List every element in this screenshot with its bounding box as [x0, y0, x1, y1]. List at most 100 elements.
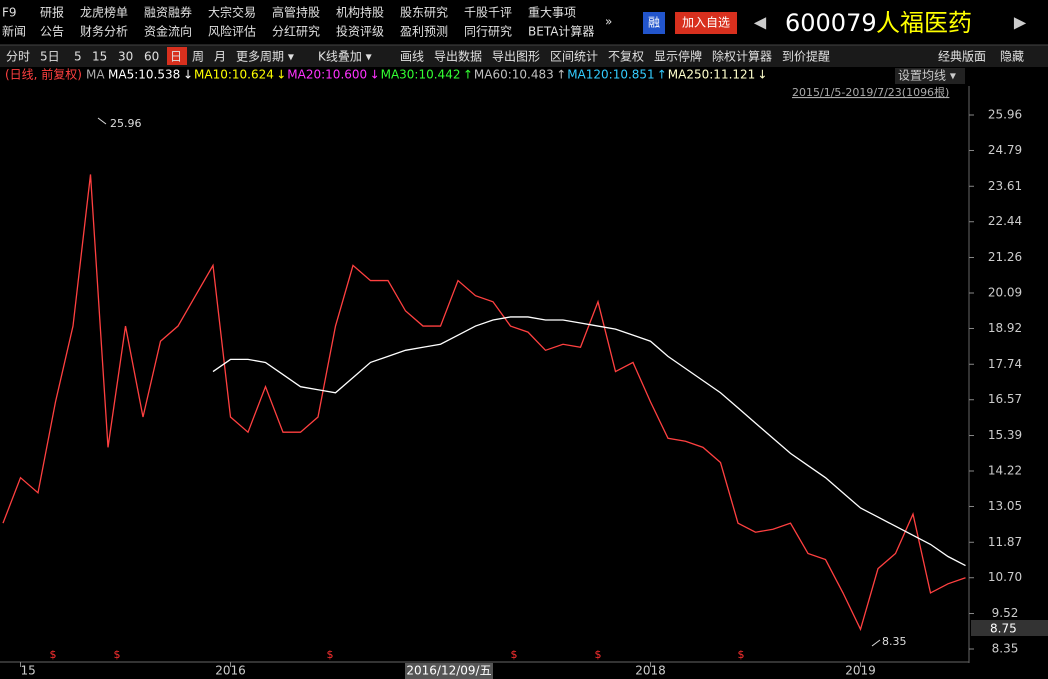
- tab[interactable]: 不复权: [608, 50, 644, 64]
- tab[interactable]: 画线: [400, 50, 424, 64]
- menu-item[interactable]: 盈利预测: [400, 25, 448, 39]
- margin-badge-bg: [643, 12, 665, 34]
- y-tick-label: 10.70: [988, 570, 1022, 584]
- y-tick-label: 20.09: [988, 286, 1022, 300]
- prev-stock[interactable]: ◀: [754, 13, 767, 32]
- ma-arrow: ↑: [556, 68, 566, 82]
- ma-arrow: ↓: [370, 68, 380, 82]
- y-tick-label: 9.52: [992, 606, 1019, 620]
- menu-item[interactable]: 研报: [40, 5, 64, 20]
- tab[interactable]: 5日: [40, 50, 60, 64]
- ma-label: MA: [86, 68, 105, 82]
- menu-item[interactable]: 龙虎榜单: [80, 5, 128, 20]
- menu-item[interactable]: 高管持股: [272, 5, 320, 20]
- tab[interactable]: 导出数据: [434, 49, 482, 64]
- y-tick-label: 22.44: [988, 214, 1022, 228]
- ma-value: MA60:10.483: [474, 68, 554, 82]
- tab[interactable]: 15: [92, 50, 107, 64]
- tab[interactable]: 60: [144, 50, 159, 64]
- ma-settings[interactable]: 设置均线 ▾: [898, 69, 956, 83]
- stock-name: 人福医药: [876, 9, 972, 37]
- tab[interactable]: 导出图形: [492, 50, 540, 64]
- y-tick-label: 13.05: [988, 499, 1022, 513]
- stock-code: 600079: [785, 9, 877, 37]
- menu-item[interactable]: 公告: [40, 25, 64, 39]
- y-tick-label: 23.61: [988, 179, 1022, 193]
- y-tick-label: 11.87: [988, 535, 1022, 549]
- tab[interactable]: 日: [170, 50, 182, 64]
- y-tick-label: 17.74: [988, 357, 1022, 371]
- ma-arrow: ↑: [463, 68, 473, 82]
- price-line: [212, 316, 966, 567]
- ma-arrow: ↓: [183, 68, 193, 82]
- menu-item[interactable]: 大宗交易: [208, 5, 256, 20]
- active-tab-bg: [167, 47, 187, 65]
- ma-arrow: ↓: [757, 68, 767, 82]
- menu-item[interactable]: BETA计算器: [528, 24, 594, 39]
- tab[interactable]: 分时: [6, 50, 30, 64]
- ma-value: MA30:10.442: [381, 68, 461, 82]
- y-tick-label: 24.79: [988, 143, 1022, 157]
- ma-arrow: ↓: [276, 68, 286, 82]
- ma-arrow: ↑: [657, 68, 667, 82]
- tab[interactable]: 除权计算器: [712, 49, 772, 64]
- menu-item[interactable]: 风险评估: [208, 24, 256, 39]
- tab[interactable]: 月: [214, 50, 226, 64]
- ma-value: MA120:10.851: [567, 68, 655, 82]
- tab[interactable]: 隐藏: [1000, 50, 1024, 64]
- menu-item[interactable]: 重大事项: [528, 6, 576, 20]
- y-tick-label: 15.39: [988, 428, 1022, 442]
- dividend-marker: $: [511, 648, 518, 661]
- low-label: 8.35: [882, 635, 907, 648]
- settings-bg: [895, 68, 965, 84]
- crosshair-date: 2016/12/09/五: [406, 664, 491, 678]
- last-price: 8.75: [990, 622, 1017, 636]
- ma-value: MA10:10.624: [194, 68, 274, 82]
- add-button-bg: [675, 12, 737, 34]
- menu-item[interactable]: 股东研究: [400, 5, 448, 20]
- dividend-marker: $: [50, 648, 57, 661]
- ma-value: MA250:11.121: [668, 68, 756, 82]
- tab[interactable]: 到价提醒: [782, 49, 830, 64]
- y-tick-label: 25.96: [988, 108, 1022, 122]
- more-menu[interactable]: »: [605, 15, 612, 29]
- y-tick-label: 8.35: [992, 642, 1019, 656]
- menu-item[interactable]: 千股千评: [464, 6, 512, 20]
- tab[interactable]: 更多周期 ▾: [236, 50, 294, 64]
- tab[interactable]: 区间统计: [550, 50, 598, 64]
- tab[interactable]: 30: [118, 50, 133, 64]
- low-pointer: [871, 639, 881, 647]
- y-tick-label: 14.22: [988, 464, 1022, 478]
- tab[interactable]: 经典版面: [938, 50, 986, 64]
- menu-item[interactable]: 分红研究: [272, 24, 320, 39]
- tab[interactable]: 5: [74, 50, 82, 64]
- menu-item[interactable]: 投资评级: [336, 24, 384, 39]
- tab[interactable]: K线叠加 ▾: [318, 50, 372, 64]
- tab[interactable]: 周: [192, 50, 204, 64]
- y-tick-label: 21.26: [988, 250, 1022, 264]
- high-pointer: [97, 117, 107, 125]
- menu-item[interactable]: 资金流向: [144, 24, 192, 39]
- y-tick-label: 18.92: [988, 321, 1022, 335]
- x-tick-label: 15: [21, 664, 36, 678]
- ma-value: MA5:10.538: [108, 68, 180, 82]
- x-tick-label: 2018: [635, 664, 666, 678]
- x-tick-label: 2019: [845, 664, 876, 678]
- menu-item[interactable]: 财务分析: [80, 24, 128, 39]
- menu-item[interactable]: 同行研究: [464, 24, 512, 39]
- tab[interactable]: 显示停牌: [654, 49, 702, 64]
- last-price-bg: [971, 620, 1048, 636]
- high-label: 25.96: [110, 117, 142, 130]
- menu-item[interactable]: 融资融券: [144, 5, 192, 20]
- menu-item[interactable]: F9: [2, 6, 17, 20]
- next-stock[interactable]: ▶: [1014, 13, 1027, 32]
- menu-item[interactable]: 新闻: [2, 24, 26, 39]
- add-button[interactable]: 加入自选: [682, 16, 730, 30]
- margin-badge[interactable]: 融: [648, 16, 660, 30]
- dividend-marker: $: [327, 648, 334, 661]
- menu-item[interactable]: 机构持股: [336, 5, 384, 20]
- x-tick-label: 2016: [215, 664, 246, 678]
